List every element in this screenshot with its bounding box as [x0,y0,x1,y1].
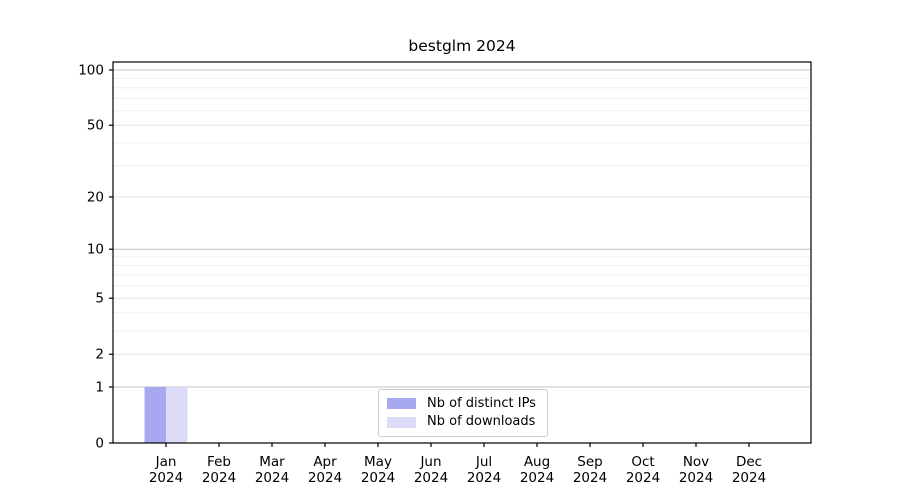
y-tick-label: 2 [95,347,104,363]
x-tick-label-month: Nov [683,454,709,470]
x-tick-label-month: Jul [475,454,492,470]
y-tick-label: 100 [78,63,104,79]
bar-jan-downloads [166,386,188,443]
legend-label-downloads: Nb of downloads [427,414,536,429]
grid-layer [113,69,811,388]
x-tick-label-month: Mar [259,454,285,470]
x-tick-label-year: 2024 [626,470,660,486]
x-tick-label-month: Jan [155,454,177,470]
legend-item: Nb of downloads [387,414,539,430]
x-tick-label-year: 2024 [255,470,289,486]
legend: Nb of distinct IPs Nb of downloads [378,389,548,437]
x-tick-label-year: 2024 [149,470,183,486]
bar-layer [144,386,188,443]
legend-swatch-downloads-icon [387,416,416,428]
bar-jan-distinct-ips [144,386,166,443]
x-tick-label-month: Dec [736,454,762,470]
x-tick-label-month: Apr [313,454,337,470]
x-tick-label-year: 2024 [732,470,766,486]
y-tick-label: 1 [95,379,104,395]
chart-title: bestglm 2024 [408,37,515,55]
legend-swatch-distinct-ips-icon [387,398,416,410]
y-tick-label: 20 [87,189,104,205]
x-tick-label-year: 2024 [414,470,448,486]
y-tick-label: 0 [95,436,104,452]
x-tick-label-year: 2024 [467,470,501,486]
x-tick-label-year: 2024 [520,470,554,486]
x-tick-label-month: Jun [419,454,441,470]
tick-label-layer: 0125102050100Jan2024Feb2024Mar2024Apr202… [78,63,766,487]
legend-label-distinct-ips: Nb of distinct IPs [427,395,536,411]
y-tick-label: 5 [95,291,104,307]
x-tick-label-year: 2024 [679,470,713,486]
y-tick-label: 50 [87,118,104,134]
axis-frame [112,61,812,444]
x-tick-label-year: 2024 [308,470,342,486]
axis-layer [109,61,812,447]
x-tick-label-year: 2024 [361,470,395,486]
legend-item: Nb of distinct IPs [387,396,539,412]
x-tick-label-year: 2024 [202,470,236,486]
y-tick-label: 10 [87,242,104,258]
x-tick-label-month: Feb [207,454,231,470]
x-tick-label-month: Sep [577,454,602,470]
x-tick-label-month: Aug [524,454,550,470]
x-tick-label-year: 2024 [573,470,607,486]
x-tick-label-month: May [364,454,392,470]
x-tick-label-month: Oct [631,454,654,470]
